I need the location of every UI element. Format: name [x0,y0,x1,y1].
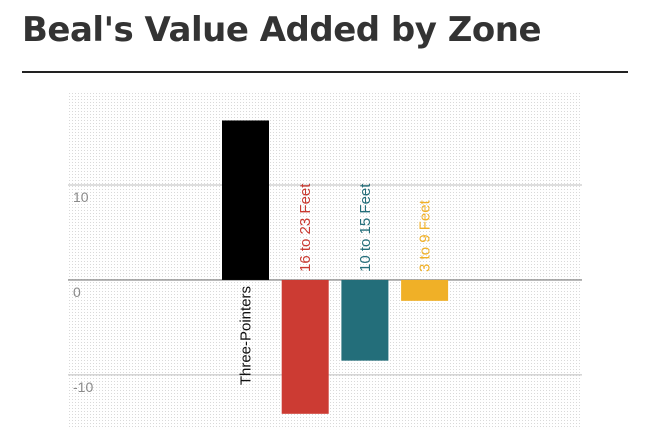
bar [401,279,449,301]
bar-category-label: Three-Pointers [238,286,255,385]
bar-category-label: 10 to 15 Feet [357,183,374,272]
y-tick-label: 10 [73,189,89,205]
bar [281,279,329,414]
chart-title: Beal's Value Added by Zone [22,10,542,50]
title-underline [22,71,628,73]
bar [222,120,269,280]
y-tick-label: -10 [73,379,93,395]
bar-category-label: 16 to 23 Feet [297,183,314,272]
bar-category-label: 3 to 9 Feet [417,199,434,272]
bar [341,279,389,361]
y-tick-label: 0 [73,284,81,300]
